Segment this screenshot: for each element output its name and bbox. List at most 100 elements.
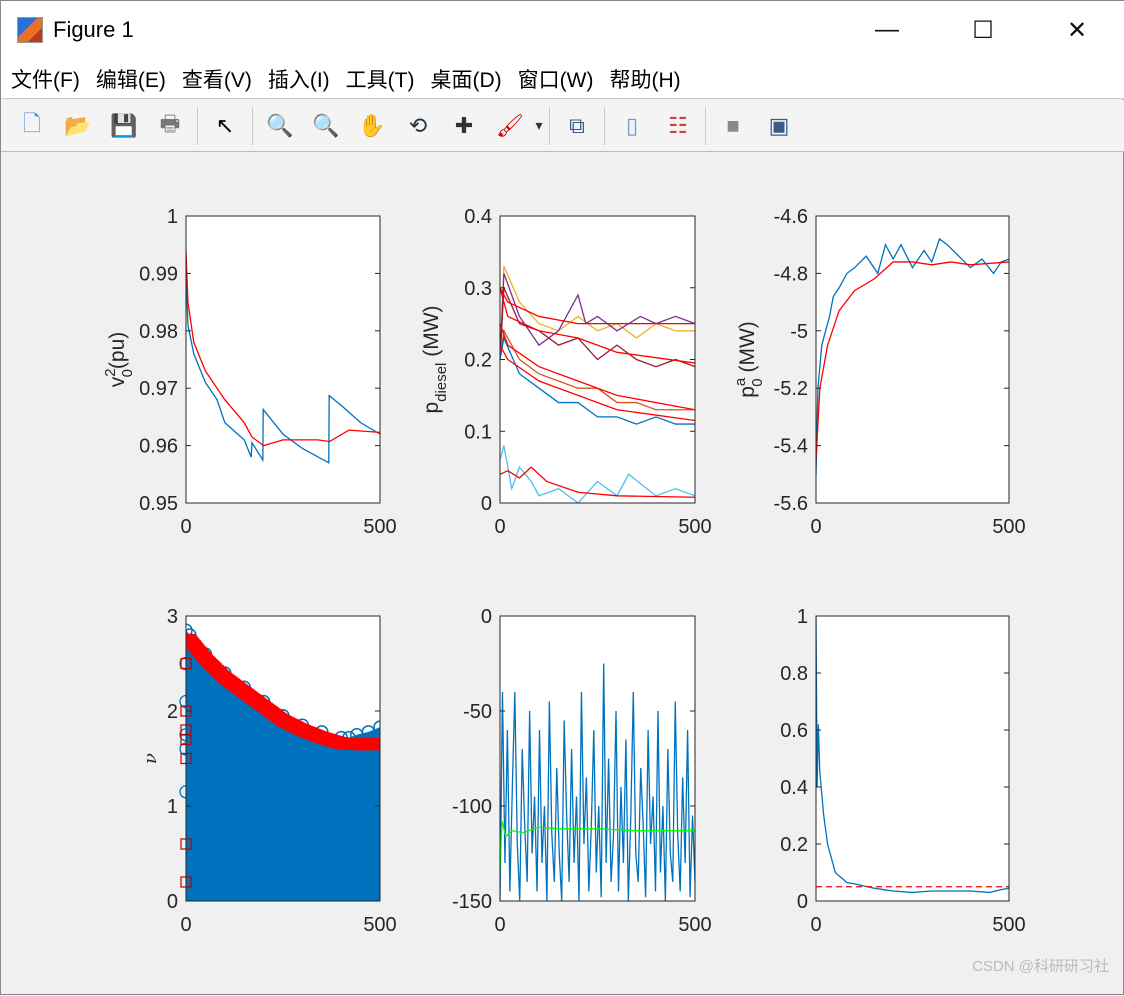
- x-tick-label: 500: [678, 914, 711, 936]
- stem-marker: [186, 623, 193, 637]
- ylabel-rest: (pu): [106, 332, 129, 369]
- legend-icon[interactable]: ☷: [668, 112, 688, 138]
- toolbar-separator: [549, 106, 550, 145]
- y-tick-label: 0.8: [780, 663, 808, 685]
- pointer-icon[interactable]: ↖: [215, 112, 235, 138]
- show-plot-tools-icon[interactable]: ▣: [768, 112, 790, 138]
- series-line-5: [500, 335, 695, 425]
- axes-box: [185, 615, 381, 902]
- x-tick-label: 0: [494, 914, 505, 936]
- y-tick-label: 0: [167, 891, 178, 913]
- ylabel-sub: 0: [119, 369, 136, 377]
- y-tick-label: 3: [167, 606, 178, 628]
- x-tick-label: 0: [810, 516, 821, 538]
- brush-icon[interactable]: 🖌: [496, 112, 524, 138]
- axes-box: [185, 215, 381, 504]
- open-file-icon[interactable]: 📂: [64, 112, 92, 138]
- colorbar-icon[interactable]: ▯: [625, 112, 639, 138]
- menu-insert[interactable]: 插入(I): [267, 68, 330, 92]
- new-figure-icon[interactable]: 🗋: [23, 110, 41, 136]
- zoom-out-icon[interactable]: 🔍: [312, 112, 340, 138]
- subplot-6: 0 0.2 0.4 0.6 0.8 1 0 500: [780, 606, 1026, 936]
- y-tick-label: 0.98: [139, 321, 178, 343]
- x-tick-label: 500: [363, 914, 396, 936]
- maximize-button[interactable]: ☐: [972, 16, 994, 44]
- rotate-3d-icon[interactable]: ⟲: [408, 112, 428, 138]
- y-tick-label: 1: [167, 206, 178, 228]
- menu-tools[interactable]: 工具(T): [345, 68, 415, 92]
- data-cursor-icon[interactable]: ✚: [454, 112, 474, 138]
- series-line-2: [816, 261, 1009, 460]
- print-icon[interactable]: 🖶: [159, 110, 181, 136]
- plot-area: [816, 216, 1009, 503]
- series-line-1: [500, 663, 695, 901]
- y-tick-label: 0: [481, 493, 492, 515]
- y-tick-label: 0.1: [464, 421, 492, 443]
- save-icon[interactable]: 💾: [110, 112, 138, 138]
- x-tick-label: 0: [494, 516, 505, 538]
- y-tick-label: 0.2: [780, 834, 808, 856]
- title-bar: Figure 1 — ☐ ✕: [1, 1, 1124, 59]
- toolbar: 🗋 📂 💾 🖶 ↖ 🔍 🔍 ✋ ⟲ ✚ 🖌 ▾ ⧉ ▯ ☷ ■ ▣: [1, 100, 1124, 152]
- square-marker: [373, 738, 380, 751]
- subplot-5: -150 -100 -50 0 0 500: [452, 606, 712, 936]
- stem-marker: [373, 720, 380, 734]
- ylabel-base: p: [736, 386, 759, 398]
- y-tick-label: 0.99: [139, 263, 178, 285]
- x-tick-label: 500: [678, 516, 711, 538]
- minimize-button[interactable]: —: [875, 16, 899, 43]
- y-tick-label: -4.6: [774, 206, 808, 228]
- window-title: Figure 1: [53, 17, 134, 42]
- x-tick-label: 500: [992, 516, 1025, 538]
- pan-hand-icon[interactable]: ✋: [358, 112, 386, 138]
- y-tick-label: -150: [452, 891, 492, 913]
- series-line-10: [500, 344, 695, 422]
- x-tick-label: 0: [180, 516, 191, 538]
- menu-window[interactable]: 窗口(W): [517, 68, 594, 92]
- dropdown-arrow-icon[interactable]: ▾: [535, 117, 543, 133]
- menu-view[interactable]: 查看(V): [181, 68, 252, 92]
- ylabel-base: p: [420, 402, 443, 414]
- menu-bar: 文件(F) 编辑(E) 查看(V) 插入(I) 工具(T) 桌面(D) 窗口(W…: [1, 59, 1124, 148]
- close-button[interactable]: ✕: [1066, 16, 1088, 44]
- hide-plot-tools-icon[interactable]: ■: [726, 112, 740, 138]
- menu-help[interactable]: 帮助(H): [609, 68, 681, 92]
- ylabel-rest: (MW): [736, 321, 759, 378]
- ylabel-rest: (MW): [420, 305, 443, 362]
- plot-marks: [816, 237, 1009, 475]
- series-line-1: [186, 273, 380, 464]
- menu-desktop[interactable]: 桌面(D): [430, 68, 502, 92]
- series-line-1: [816, 237, 1009, 475]
- series-line-2: [500, 821, 695, 873]
- series-line-4: [500, 328, 695, 411]
- y-tick-label: 0: [481, 606, 492, 628]
- axes-box: [815, 215, 1010, 504]
- series-line-1: [816, 616, 1009, 894]
- zoom-in-icon[interactable]: 🔍: [266, 112, 294, 138]
- ylabel-base: v: [106, 376, 129, 387]
- matlab-app-icon: [17, 17, 43, 43]
- x-tick-label: 500: [363, 516, 396, 538]
- plot-marks: [500, 265, 695, 503]
- series-line-7: [500, 287, 695, 325]
- x-tick-label: 500: [992, 914, 1025, 936]
- plot-marks: [816, 616, 1009, 894]
- series-line-9: [500, 323, 695, 411]
- y-tick-label: -5.6: [774, 493, 808, 515]
- y-axis-label: ν: [140, 753, 161, 764]
- y-tick-label: 0: [797, 891, 808, 913]
- y-tick-label: -50: [463, 701, 492, 723]
- axes-box: [499, 615, 696, 902]
- menu-edit[interactable]: 编辑(E): [95, 68, 166, 92]
- y-tick-label: 0.95: [139, 493, 178, 515]
- y-tick-label: 0.3: [464, 278, 492, 300]
- link-plot-icon[interactable]: ⧉: [569, 112, 585, 138]
- plot-marks: [500, 663, 695, 901]
- x-tick-label: 0: [810, 914, 821, 936]
- plot-marks: [186, 250, 380, 464]
- toolbar-separator: [705, 106, 706, 145]
- stem-marker: [361, 725, 376, 739]
- y-tick-label: -5.4: [774, 436, 808, 458]
- menu-file[interactable]: 文件(F): [11, 68, 80, 92]
